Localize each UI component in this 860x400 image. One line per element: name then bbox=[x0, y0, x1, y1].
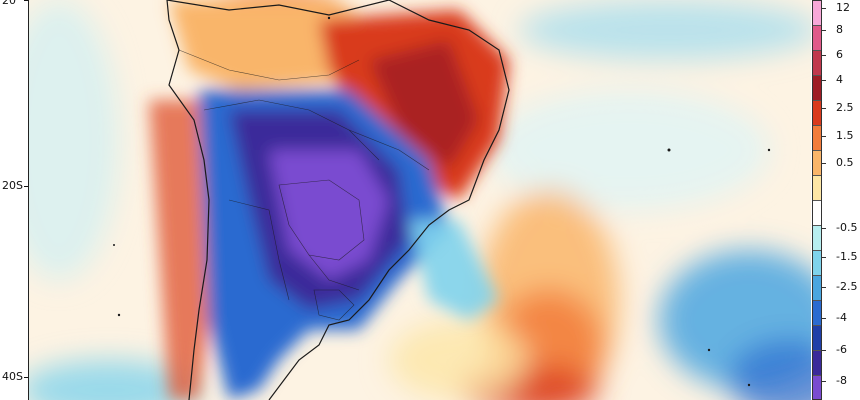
island-markers bbox=[113, 16, 771, 387]
colorbar-legend: 12 8 6 4 2.5 1.5 0.5 -0.5 -1.5 -2.5 -4 -6 -8 bbox=[812, 0, 860, 400]
colorbar-label: 2.5 bbox=[836, 101, 854, 114]
colorbar-label: 12 bbox=[836, 1, 850, 14]
country-borders bbox=[178, 49, 430, 321]
colorbar-swatch bbox=[812, 375, 822, 400]
colorbar-label: -2.5 bbox=[836, 280, 858, 293]
colorbar-tick bbox=[822, 136, 826, 137]
colorbar-swatch bbox=[812, 275, 822, 300]
colorbar-swatch bbox=[812, 75, 822, 100]
colorbar-tick bbox=[822, 287, 826, 288]
colorbar-tick bbox=[822, 350, 826, 351]
anomaly-map bbox=[29, 0, 811, 400]
colorbar-swatch bbox=[812, 100, 822, 125]
continent-anomaly-field bbox=[149, 0, 509, 400]
colorbar-swatch bbox=[812, 350, 822, 375]
colorbar-label: 6 bbox=[836, 48, 843, 61]
colorbar-label: -1.5 bbox=[836, 250, 858, 263]
colorbar-swatch bbox=[812, 150, 822, 175]
colorbar-label: 8 bbox=[836, 23, 843, 36]
colorbar-swatch bbox=[812, 0, 822, 25]
colorbar-label: -0.5 bbox=[836, 221, 858, 234]
colorbar-label: -6 bbox=[836, 343, 847, 356]
colorbar-tick bbox=[822, 318, 826, 319]
latitude-tick bbox=[24, 186, 28, 187]
colorbar-label: -8 bbox=[836, 374, 847, 387]
latitude-tick bbox=[24, 377, 28, 378]
colorbar-swatch bbox=[812, 300, 822, 325]
colorbar-label: 4 bbox=[836, 73, 843, 86]
colorbar-swatch bbox=[812, 125, 822, 150]
colorbar-tick bbox=[822, 257, 826, 258]
colorbar-swatch bbox=[812, 50, 822, 75]
latitude-label-top: 20 bbox=[2, 0, 16, 7]
colorbar-swatch bbox=[812, 25, 822, 50]
colorbar-swatch bbox=[812, 175, 822, 200]
map-panel bbox=[28, 0, 811, 400]
colorbar-swatch bbox=[812, 325, 822, 350]
colorbar-tick bbox=[822, 228, 826, 229]
colorbar-tick bbox=[822, 108, 826, 109]
colorbar-tick bbox=[822, 30, 826, 31]
colorbar-tick bbox=[822, 163, 826, 164]
colorbar-tick bbox=[822, 80, 826, 81]
colorbar-label: 1.5 bbox=[836, 129, 854, 142]
colorbar-label: -4 bbox=[836, 311, 847, 324]
colorbar-tick bbox=[822, 8, 826, 9]
colorbar-tick bbox=[822, 55, 826, 56]
colorbar-swatch bbox=[812, 250, 822, 275]
latitude-label-20s: 20S bbox=[2, 179, 23, 192]
colorbar-label: 0.5 bbox=[836, 156, 854, 169]
latitude-tick bbox=[24, 0, 28, 1]
colorbar-tick bbox=[822, 381, 826, 382]
coastline bbox=[166, 0, 510, 400]
latitude-label-40s: 40S bbox=[2, 370, 23, 383]
colorbar-swatch bbox=[812, 200, 822, 225]
colorbar-swatch bbox=[812, 225, 822, 250]
